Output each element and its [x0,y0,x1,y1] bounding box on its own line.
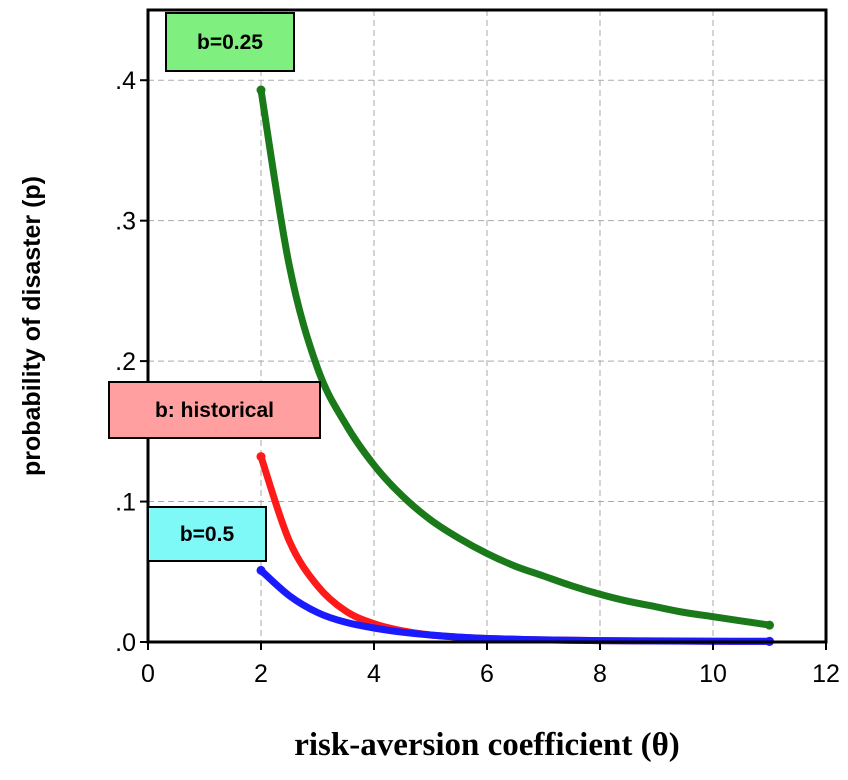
y-tick-label: .2 [115,348,136,376]
x-tick-label: 2 [254,660,268,688]
grid [148,10,826,642]
series-labels: b=0.25 b: historical b=0.5 [108,12,321,562]
x-tick-label: 10 [699,660,727,688]
series-label-box [108,381,321,439]
series-label-1: b: historical [108,381,321,439]
x-tick-label: 4 [367,660,381,688]
series-label-box [147,506,267,562]
series-endpoint [256,85,266,95]
x-tick-label: 8 [593,660,607,688]
series-label-text: b=0.5 [180,523,235,546]
y-tick-label: .0 [115,629,136,657]
series-endpoint [765,620,774,630]
series-endpoint [256,452,266,462]
y-tick-label: .3 [115,208,136,236]
y-axis-label: probability of disaster (p) [18,176,46,476]
x-axis-label: risk-aversion coefficient (θ) [294,727,680,763]
x-tick-label: 0 [141,660,155,688]
series-label-0: b=0.25 [165,12,295,72]
x-tick-label: 12 [812,660,840,688]
axes: 0 2 4 6 8 10 12 .0 .1 .2 .3 .4 [115,67,840,688]
series-label-2: b=0.5 [147,506,267,562]
series-label-box [165,12,295,72]
y-tick-label: .4 [115,67,136,95]
series-line-0 [257,86,773,629]
x-tick-label: 6 [480,660,494,688]
series-layer [256,85,774,646]
series-label-text: b=0.25 [197,31,263,54]
series-label-text: b: historical [155,399,274,422]
y-tick-label: .1 [115,489,136,517]
series-endpoint [256,565,266,575]
